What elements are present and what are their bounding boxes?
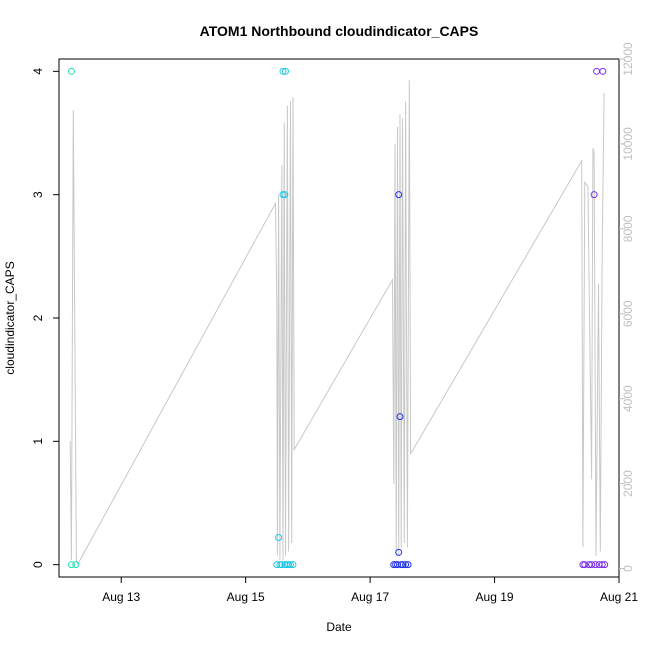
data-point <box>581 561 589 569</box>
data-point <box>397 561 405 569</box>
data-point <box>598 561 606 569</box>
data-point <box>599 67 607 75</box>
x-tick-label: Aug 15 <box>227 590 265 604</box>
right-tick-label: 8000 <box>621 215 635 242</box>
plot-box <box>58 58 620 578</box>
right-tick-label: 0 <box>621 565 635 572</box>
y-axis: 0 1 2 3 4 <box>31 68 59 568</box>
y-tick-label: 2 <box>31 314 45 321</box>
y-tick-label: 1 <box>31 438 45 445</box>
data-point <box>289 561 297 569</box>
data-point <box>281 67 289 75</box>
y-axis-label: cloudindicator_CAPS <box>3 261 17 374</box>
right-tick-label: 4000 <box>621 385 635 412</box>
right-axis: 0 2000 4000 6000 8000 10000 12000 <box>619 42 635 572</box>
data-point <box>404 561 412 569</box>
data-point <box>590 191 598 199</box>
data-point <box>276 561 284 569</box>
x-axis: Aug 13 Aug 15 Aug 17 Aug 19 Aug 21 <box>102 577 638 604</box>
data-point <box>588 561 596 569</box>
line-series-path <box>69 80 605 566</box>
x-tick-label: Aug 13 <box>102 590 140 604</box>
data-point <box>402 561 410 569</box>
data-point <box>285 561 293 569</box>
data-point <box>395 548 403 556</box>
x-tick-label: Aug 17 <box>351 590 389 604</box>
data-point <box>279 191 287 199</box>
scatter-series <box>67 67 609 569</box>
data-point <box>72 561 80 569</box>
y-tick-label: 4 <box>31 68 45 75</box>
y-tick-label: 3 <box>31 191 45 198</box>
line-series <box>69 80 605 566</box>
data-point <box>278 561 286 569</box>
data-point <box>273 561 281 569</box>
data-point <box>390 561 398 569</box>
data-point <box>286 561 294 569</box>
data-point <box>601 561 609 569</box>
chart-title: ATOM1 Northbound cloudindicator_CAPS <box>200 23 479 39</box>
right-tick-label: 2000 <box>621 470 635 497</box>
right-tick-label: 12000 <box>621 42 635 76</box>
x-tick-label: Aug 19 <box>476 590 514 604</box>
data-point <box>275 534 283 542</box>
data-point <box>591 561 599 569</box>
data-point <box>395 191 403 199</box>
data-point <box>67 561 75 569</box>
data-point <box>396 413 404 421</box>
x-axis-label: Date <box>326 620 352 634</box>
data-point <box>279 67 287 75</box>
data-point <box>67 67 75 75</box>
x-tick-label: Aug 21 <box>600 590 638 604</box>
data-point <box>399 561 407 569</box>
right-tick-label: 10000 <box>621 127 635 161</box>
data-point <box>593 67 601 75</box>
y-tick-label: 0 <box>31 561 45 568</box>
right-tick-label: 6000 <box>621 300 635 327</box>
data-point <box>281 191 289 199</box>
